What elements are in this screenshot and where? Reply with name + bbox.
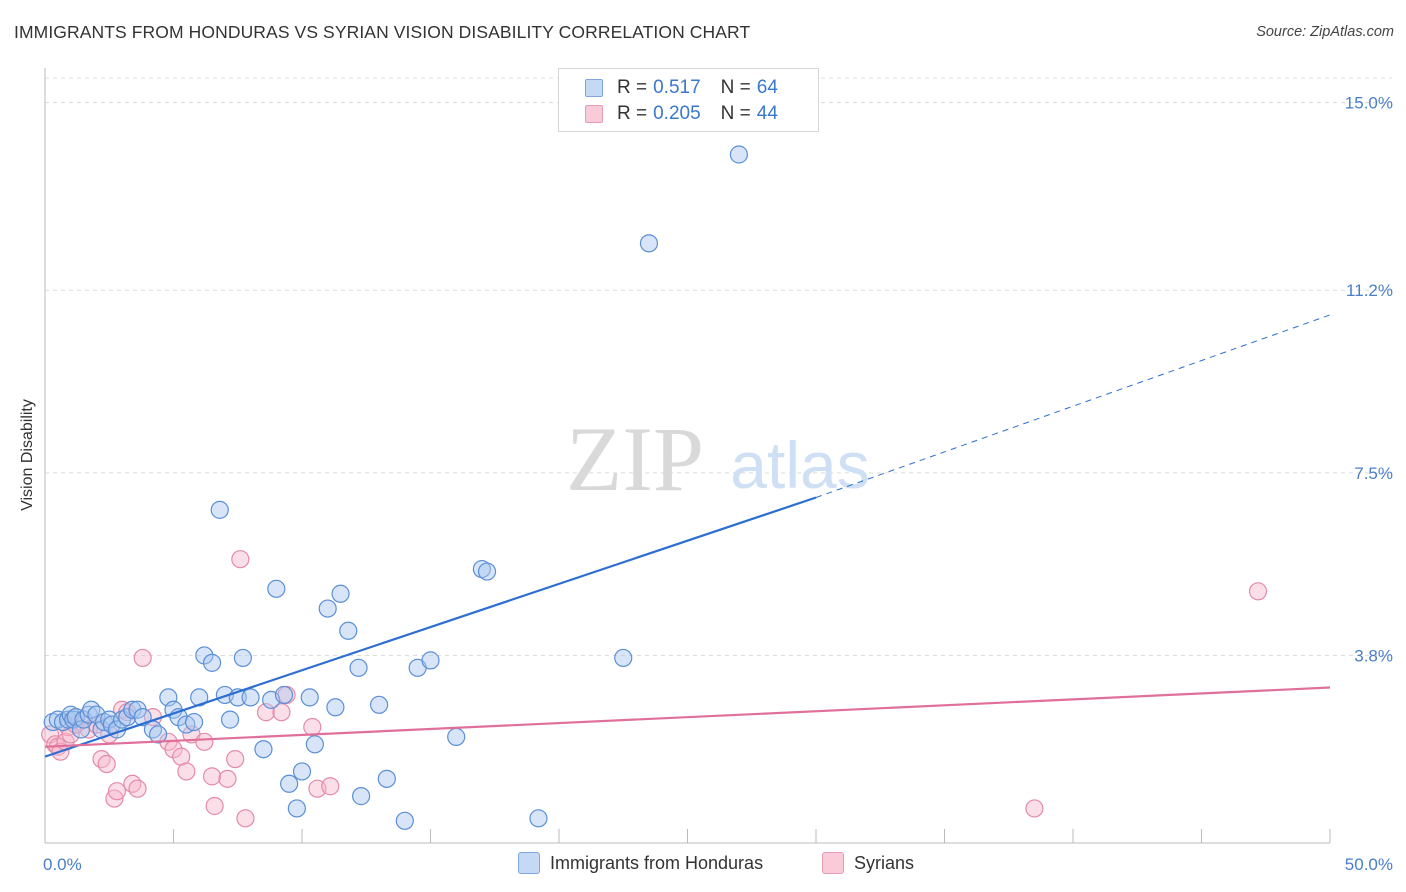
syrians-point	[133, 648, 152, 668]
honduras-point	[352, 787, 371, 806]
honduras-point	[82, 700, 101, 719]
honduras-point	[292, 762, 312, 781]
honduras-point	[477, 562, 497, 581]
legend-swatch-syrians	[822, 852, 844, 874]
honduras-point	[395, 811, 414, 830]
syrians-point	[226, 749, 245, 769]
honduras-point	[349, 658, 368, 677]
honduras-point	[377, 769, 396, 788]
tick-labels: 3.8% 7.5% 11.2% 15.0% 0.0% 50.0%	[43, 94, 1393, 874]
honduras-point	[195, 646, 214, 665]
syrians-point	[303, 717, 322, 737]
legend-r-value: 0.517	[653, 77, 701, 98]
honduras-point	[287, 799, 306, 818]
honduras-point	[202, 653, 222, 672]
watermark: ZIP atlas	[566, 408, 870, 510]
legend-r-value: 0.205	[653, 103, 701, 124]
honduras-trend-extension	[815, 314, 1331, 498]
honduras-trend-line	[44, 496, 817, 758]
legend-r-label: R =	[617, 103, 648, 124]
honduras-point	[421, 651, 440, 670]
syrians-point	[321, 777, 340, 796]
honduras-point	[305, 735, 324, 754]
honduras-point	[79, 705, 98, 724]
y-tick-label: 11.2%	[1346, 281, 1393, 300]
watermark-zip: ZIP	[566, 408, 704, 510]
honduras-point	[370, 695, 389, 714]
honduras-point	[210, 500, 229, 519]
syrians-point	[123, 774, 142, 793]
honduras-points	[43, 145, 749, 830]
watermark-atlas: atlas	[730, 428, 869, 502]
honduras-point	[729, 145, 749, 164]
trend-lines	[44, 314, 1331, 758]
gridlines	[45, 77, 1392, 656]
source-label: Source: ZipAtlas.com	[1256, 24, 1394, 40]
syrians-point	[105, 789, 124, 808]
honduras-point	[339, 621, 358, 640]
honduras-point	[254, 740, 273, 759]
honduras-point	[267, 579, 286, 598]
x-tick-label-max: 50.0%	[1345, 855, 1393, 874]
honduras-point	[529, 809, 548, 828]
honduras-point	[280, 774, 299, 793]
syrians-point	[177, 762, 196, 781]
honduras-point	[233, 648, 252, 668]
legend-n-label: N =	[720, 103, 751, 124]
legend-label-honduras: Immigrants from Honduras	[550, 852, 764, 873]
honduras-point	[123, 700, 142, 719]
legend-n-value: 44	[756, 103, 778, 124]
y-tick-label: 3.8%	[1354, 646, 1393, 665]
honduras-point	[148, 725, 168, 744]
syrians-point	[205, 796, 224, 816]
honduras-point	[274, 685, 294, 705]
syrians-trend-line	[44, 686, 1331, 748]
honduras-point	[220, 710, 240, 729]
honduras-point	[326, 698, 345, 717]
syrians-point	[195, 732, 214, 751]
honduras-point	[331, 584, 350, 603]
syrians-point	[107, 782, 127, 801]
legend-swatch-honduras	[518, 852, 540, 874]
honduras-point	[100, 710, 119, 729]
honduras-point	[300, 688, 319, 707]
syrians-point	[272, 703, 291, 722]
syrians-point	[128, 779, 147, 798]
syrians-point	[218, 769, 237, 788]
syrians-point	[202, 767, 222, 786]
legend-item-honduras[interactable]: Immigrants from Honduras	[518, 852, 763, 874]
honduras-point	[184, 712, 204, 732]
syrians-point	[236, 809, 255, 828]
legend-swatch-syrians	[585, 105, 603, 123]
y-tick-label: 15.0%	[1345, 94, 1393, 113]
legend-r-label: R =	[617, 77, 648, 98]
syrians-point	[92, 749, 111, 769]
honduras-point	[639, 234, 659, 253]
axes	[44, 68, 1331, 844]
legend-label-syrians: Syrians	[854, 852, 915, 873]
series-legend: Immigrants from Honduras Syrians	[0, 852, 1406, 878]
legend-swatch-honduras	[585, 79, 603, 97]
legend-n-value: 64	[756, 77, 778, 98]
syrians-point	[1248, 582, 1268, 601]
honduras-point	[614, 648, 633, 668]
honduras-point	[241, 688, 260, 707]
legend-n-label: N =	[720, 77, 751, 98]
legend-item-syrians[interactable]: Syrians	[822, 852, 914, 874]
syrians-point	[97, 754, 116, 774]
syrians-point	[1025, 799, 1044, 818]
honduras-point	[318, 599, 337, 618]
chart-title: IMMIGRANTS FROM HONDURAS VS SYRIAN VISIO…	[14, 22, 751, 42]
legend-row-honduras: R = 0.517 N = 64	[585, 76, 778, 100]
legend-row-syrians: R = 0.205 N = 44	[585, 102, 778, 126]
correlation-legend: R = 0.517 N = 64 R = 0.205 N = 44	[558, 68, 819, 132]
x-tick-label-min: 0.0%	[43, 855, 82, 874]
y-tick-label: 7.5%	[1354, 464, 1393, 483]
honduras-point	[447, 727, 466, 746]
syrians-point	[231, 550, 250, 569]
